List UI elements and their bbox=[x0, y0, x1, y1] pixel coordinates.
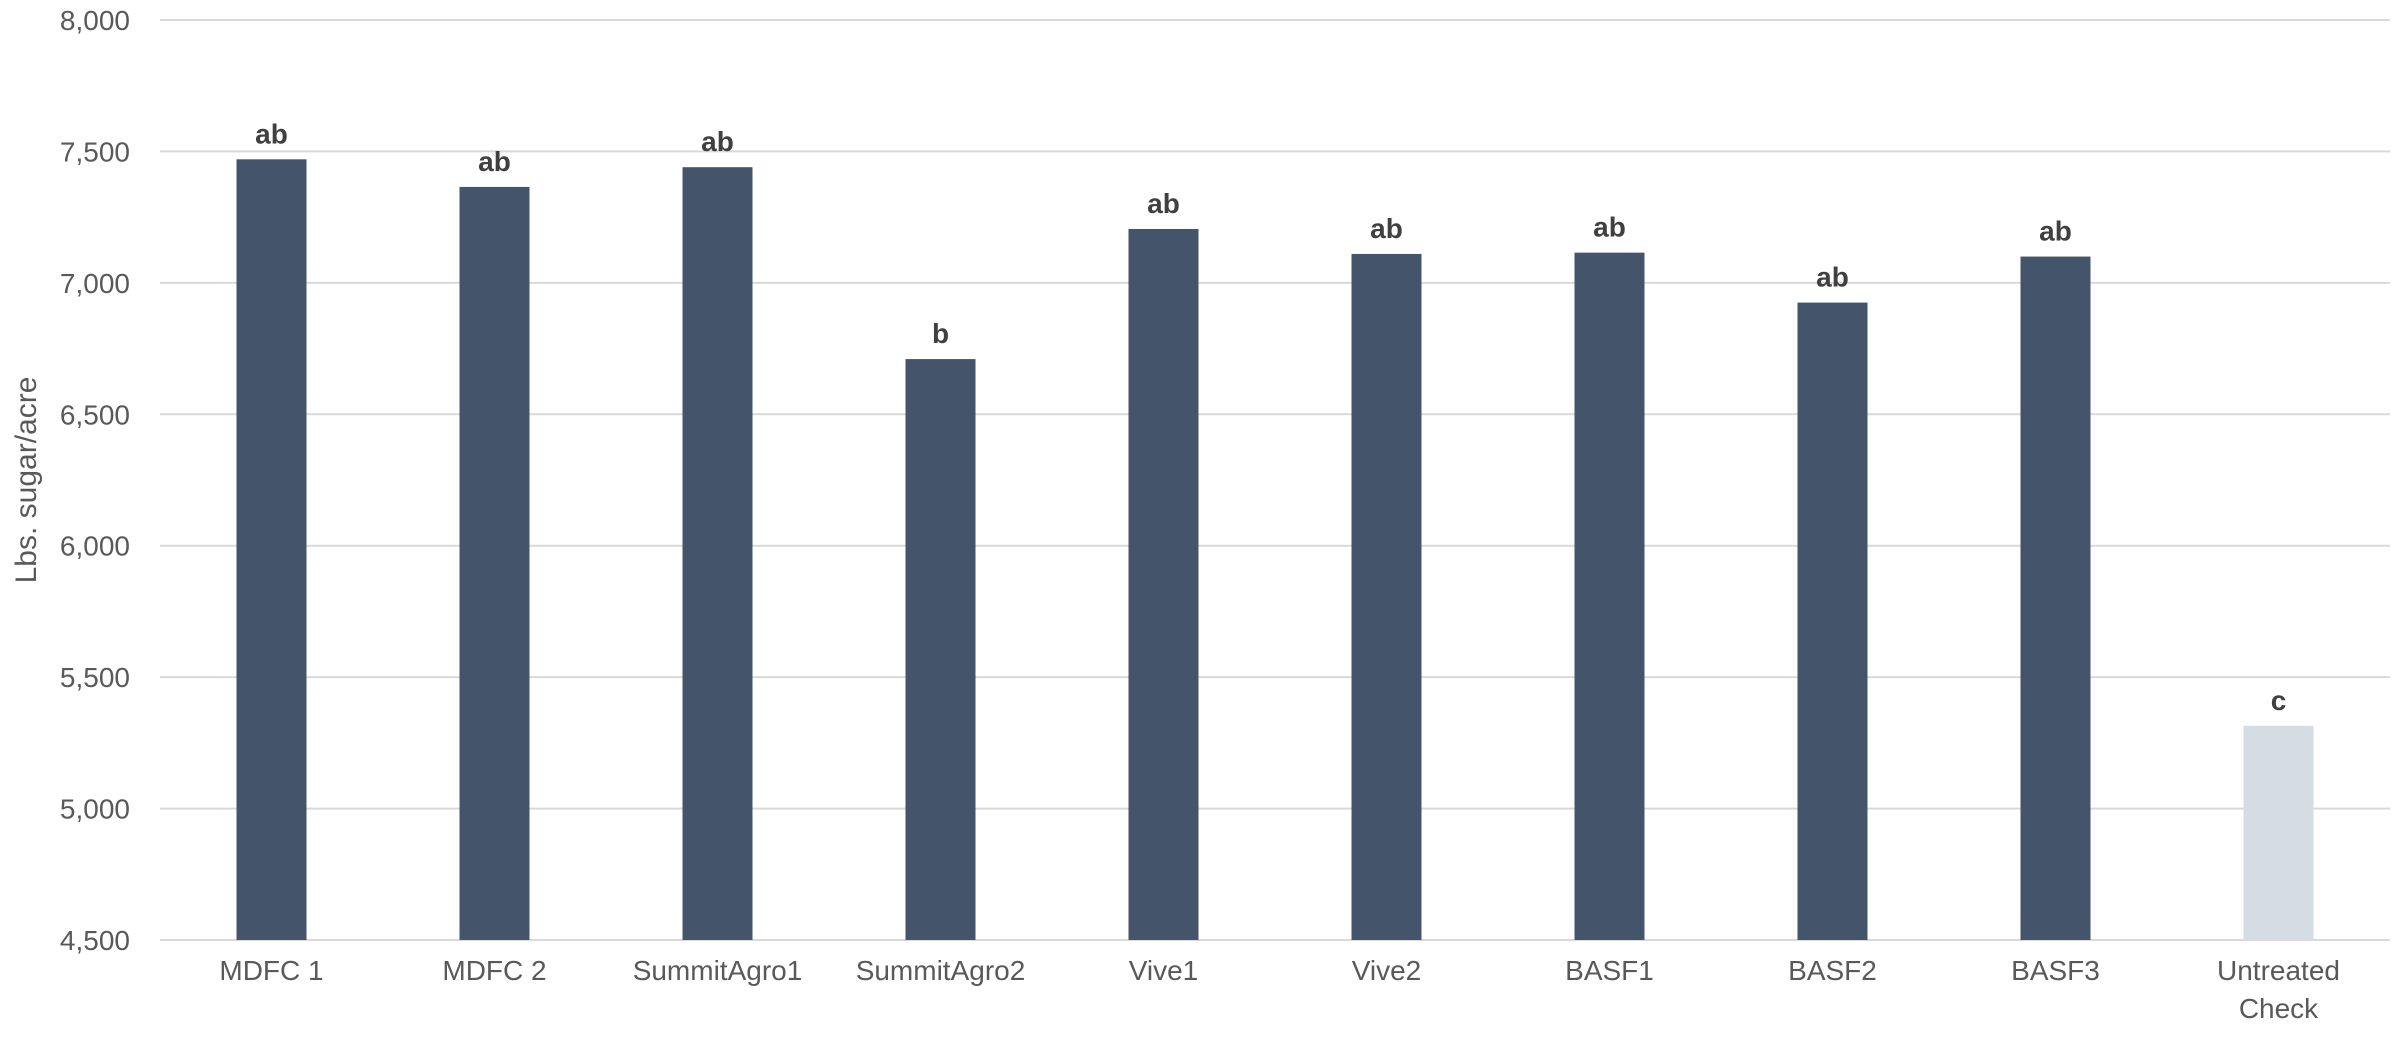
data-label: b bbox=[932, 318, 949, 349]
y-tick-label: 5,500 bbox=[60, 662, 130, 693]
data-labels: ab ab ab b ab ab ab ab ab c bbox=[255, 118, 2286, 715]
data-label: ab bbox=[1147, 188, 1180, 219]
y-tick-label: 7,500 bbox=[60, 136, 130, 167]
y-tick-label: 6,000 bbox=[60, 531, 130, 562]
bars bbox=[236, 159, 2314, 941]
bar bbox=[682, 167, 753, 940]
x-tick-label: Vive1 bbox=[1129, 955, 1199, 986]
data-label: ab bbox=[1593, 212, 1626, 243]
bar bbox=[1574, 252, 1645, 941]
x-axis-ticks: MDFC 1 MDFC 2 SummitAgro1 SummitAgro2 Vive1 V… bbox=[219, 955, 2340, 1024]
bar bbox=[1128, 228, 1199, 940]
x-tick-label-line: BASF1 bbox=[1565, 955, 1654, 986]
x-tick-label: BASF2 bbox=[1788, 955, 1877, 986]
x-tick-label-line: Vive1 bbox=[1129, 955, 1199, 986]
y-axis-ticks: 4,500 5,000 5,500 6,000 6,500 7,000 7,500 8,000 bbox=[60, 5, 130, 956]
data-label: ab bbox=[2039, 216, 2072, 247]
y-tick-label: 4,500 bbox=[60, 925, 130, 956]
x-tick-label-line: Untreated bbox=[2217, 955, 2340, 986]
data-label: ab bbox=[1370, 213, 1403, 244]
x-tick-label-line: Vive2 bbox=[1352, 955, 1422, 986]
x-tick-label-line: BASF2 bbox=[1788, 955, 1877, 986]
data-label: ab bbox=[478, 146, 511, 177]
bar bbox=[1797, 302, 1868, 941]
y-tick-label: 6,500 bbox=[60, 399, 130, 430]
x-tick-label: SummitAgro1 bbox=[633, 955, 803, 986]
x-tick-label-line: SummitAgro1 bbox=[633, 955, 803, 986]
x-tick-label-line: BASF3 bbox=[2011, 955, 2100, 986]
bar bbox=[236, 159, 307, 941]
y-tick-label: 5,000 bbox=[60, 794, 130, 825]
x-tick-label-line: SummitAgro2 bbox=[856, 955, 1026, 986]
data-label: ab bbox=[701, 126, 734, 157]
x-tick-label: Untreated Check bbox=[2217, 955, 2340, 1024]
data-label: c bbox=[2271, 685, 2287, 716]
y-tick-label: 8,000 bbox=[60, 5, 130, 36]
data-label: ab bbox=[255, 118, 288, 149]
bar bbox=[2243, 725, 2314, 940]
x-tick-label: Vive2 bbox=[1352, 955, 1422, 986]
bar bbox=[905, 359, 976, 941]
x-tick-label: MDFC 1 bbox=[219, 955, 323, 986]
x-tick-label: BASF3 bbox=[2011, 955, 2100, 986]
data-label: ab bbox=[1816, 262, 1849, 293]
y-axis-label: Lbs. sugar/acre bbox=[10, 377, 43, 584]
x-tick-label: BASF1 bbox=[1565, 955, 1654, 986]
x-tick-label-line: MDFC 2 bbox=[442, 955, 546, 986]
x-tick-label: MDFC 2 bbox=[442, 955, 546, 986]
x-tick-label: SummitAgro2 bbox=[856, 955, 1026, 986]
x-tick-label-line: Check bbox=[2239, 993, 2319, 1024]
y-tick-label: 7,000 bbox=[60, 268, 130, 299]
x-tick-label-line: MDFC 1 bbox=[219, 955, 323, 986]
gridlines bbox=[160, 19, 2390, 941]
bar bbox=[459, 186, 530, 940]
bar bbox=[1351, 253, 1422, 940]
bar bbox=[2020, 256, 2091, 941]
